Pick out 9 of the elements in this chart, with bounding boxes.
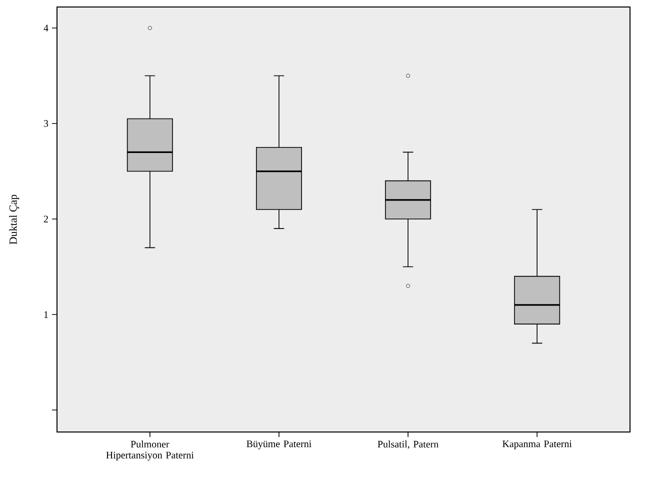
x-tick-label: Pulsatil, Patern <box>378 440 438 449</box>
x-tick-label: Pulmoner Hipertansiyon Paterni <box>106 440 194 461</box>
y-tick-label: 3 <box>44 120 48 127</box>
y-axis-title: Duktal Çap <box>9 194 20 244</box>
x-tick-label: Kapanma Paterni <box>502 440 572 450</box>
y-tick-label: 2 <box>44 216 48 222</box>
y-tick-label: 1 <box>44 311 48 318</box>
y-tick-label: 4 <box>44 24 48 32</box>
x-tick-label: Büyüme Paterni <box>246 440 312 450</box>
